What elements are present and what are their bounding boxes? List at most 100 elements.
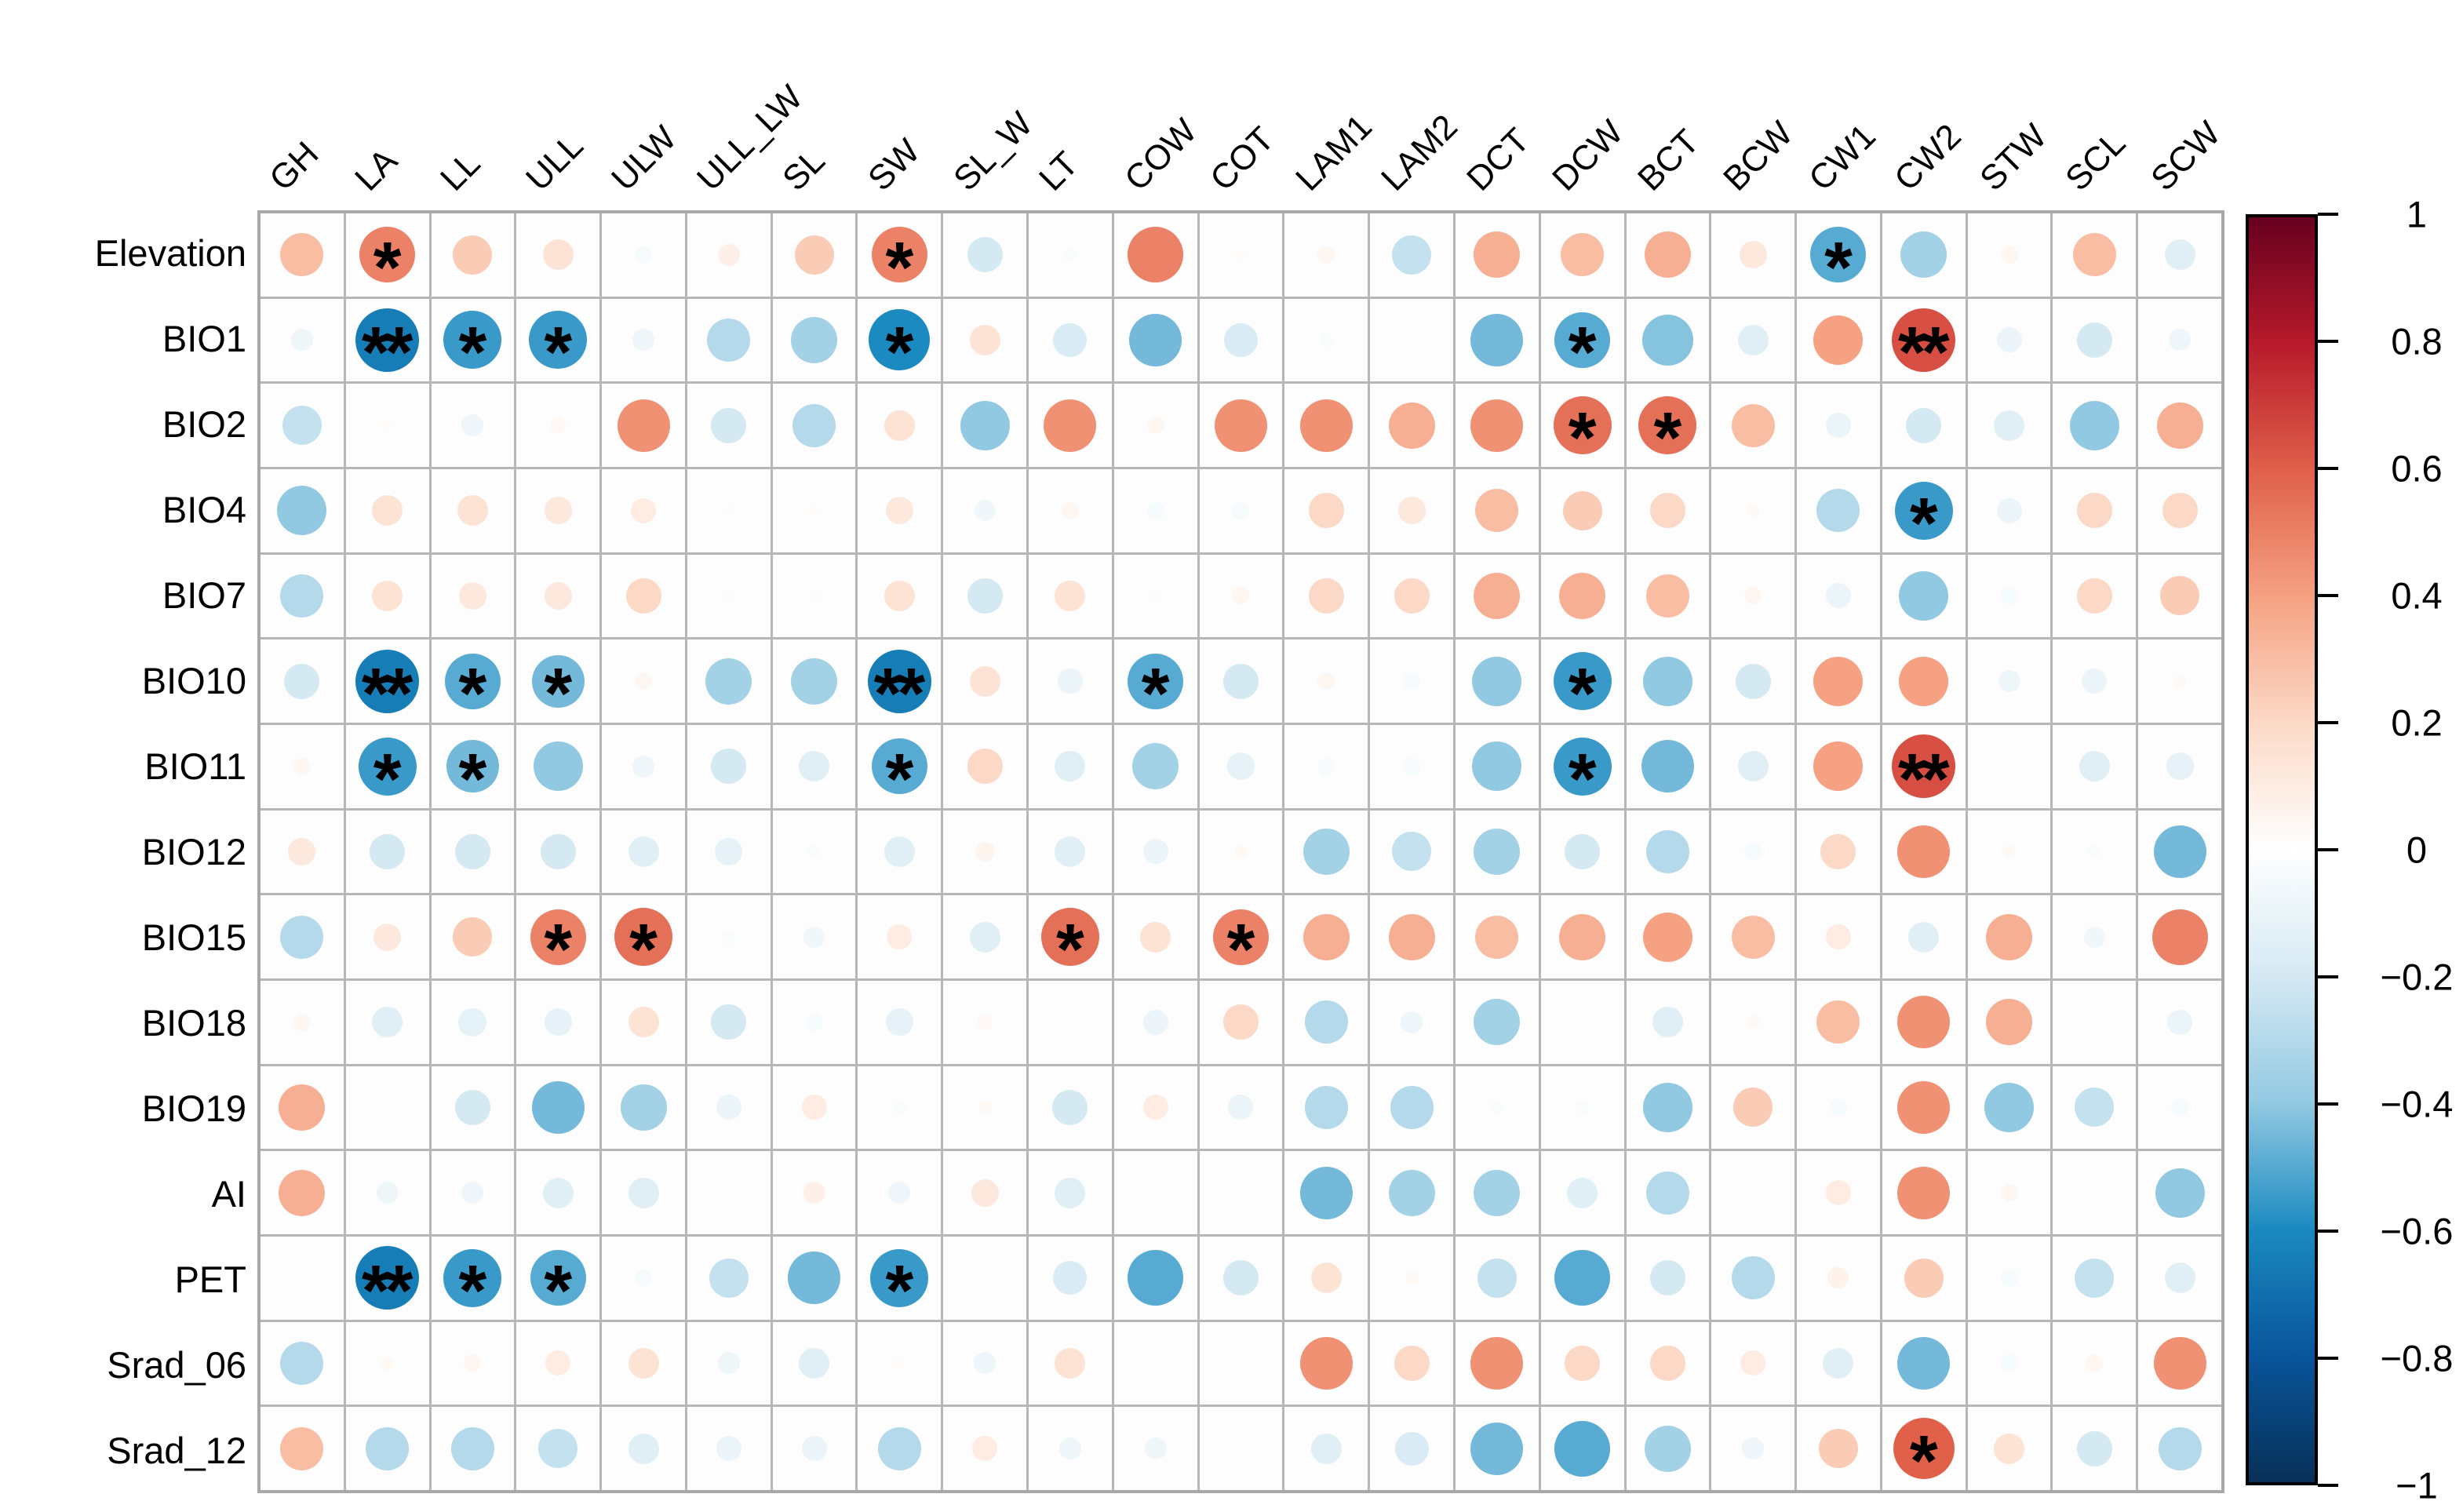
corr-cell [1711,468,1795,552]
colorbar-tick-label: −0.6 [2380,1210,2454,1252]
corr-cell [1029,213,1112,297]
corr-cell [1797,1151,1880,1234]
row-label-BIO7: BIO7 [162,574,246,616]
corr-circle [370,833,406,869]
corr-circle [1553,396,1612,455]
corr-cell [772,468,856,552]
corr-cell [602,1151,685,1234]
corr-circle [1063,248,1077,262]
corr-circle [632,755,655,778]
corr-cell [687,554,771,638]
corr-cell [772,384,856,467]
colorbar-tick-label: −0.4 [2380,1083,2454,1125]
corr-circle [1403,672,1421,690]
corr-cell: * [516,298,600,389]
corr-cell [431,384,515,467]
corr-cell [858,384,942,467]
corr-circle [280,1426,324,1470]
corr-circle [296,1272,308,1284]
corr-cell [1199,1321,1283,1405]
corr-cell [1626,810,1710,894]
corr-circle [1232,501,1250,519]
corr-circle [799,751,830,782]
corr-cell [1113,1407,1197,1490]
corr-circle [2158,1426,2202,1470]
corr-circle [1565,833,1601,869]
corr-circle [884,410,915,441]
corr-circle [1652,1007,1683,1038]
corr-cell [2053,1066,2137,1149]
corr-cell [261,639,344,723]
corr-circle [1897,825,1951,878]
corr-cell [1455,1236,1539,1320]
corr-cell [261,980,344,1064]
row-label-BIO12: BIO12 [141,830,246,873]
corr-circle [1394,577,1430,614]
corr-cell [431,1321,515,1405]
col-label-text: LAM1 [1288,107,1379,199]
corr-circle [620,1084,667,1131]
colorbar-tick-label: −1 [2396,1464,2438,1507]
corr-cell [772,1151,856,1234]
corr-cell [1797,810,1880,894]
corr-cell [1029,980,1112,1064]
corr-circle [1132,743,1179,790]
corr-circle [355,649,420,713]
corr-cell [602,1066,685,1149]
corr-cell [1370,639,1453,723]
corr-cell [1455,895,1539,978]
corr-circle [2087,844,2101,858]
corr-circle [1810,227,1867,283]
corr-cell [1370,554,1453,638]
col-label-text: SL [775,140,833,199]
corr-circle [635,246,653,264]
corr-cell [687,1407,771,1490]
corr-circle [1746,504,1760,518]
corr-cell [1711,1066,1795,1149]
corr-cell [1967,639,2051,723]
corr-cell [1540,468,1624,552]
corr-cell [2138,1321,2221,1405]
corr-circle [1232,587,1250,605]
corr-circle [807,844,822,858]
corr-circle [1388,402,1435,449]
correlation-grid: * * * ** * * * * ** * * * ** * * ** * * * * * * ** * * * * ** * * * * [257,210,2224,1498]
corr-circle [359,227,416,283]
corr-cell [1626,468,1710,552]
corr-circle [979,1272,991,1284]
corr-cell [516,980,600,1064]
corr-circle [969,921,1000,953]
corr-circle [885,1008,913,1037]
significance-stars: ** [873,654,926,734]
corr-circle [381,1102,393,1113]
corr-cell: * [1540,724,1624,815]
corr-circle [1055,836,1086,867]
corr-cell [1370,1407,1453,1490]
corr-circle [1472,741,1522,792]
corr-cell [1882,1066,1966,1149]
corr-circle [791,316,838,363]
corr-circle [869,309,931,371]
corr-circle [1403,757,1421,775]
corr-cell [1797,554,1880,638]
corr-circle [2079,751,2110,782]
col-label-text: ULL [519,126,591,199]
corr-cell [602,639,685,723]
corr-circle [1474,828,1521,875]
corr-circle [1565,1345,1601,1381]
corr-cell [431,895,515,978]
corr-cell [687,895,771,978]
corr-cell [516,1407,600,1490]
corr-circle [2083,926,2105,948]
corr-cell [772,980,856,1064]
row-label-BIO4: BIO4 [162,488,246,530]
corr-circle [1813,741,1864,792]
colorbar-tick-label: 0.2 [2391,701,2443,744]
corr-circle [974,500,996,522]
corr-cell [1284,1066,1368,1149]
corr-circle [1649,1345,1685,1381]
corr-circle [288,837,316,865]
significance-stars: * [885,1251,913,1332]
corr-cell [1711,724,1795,808]
